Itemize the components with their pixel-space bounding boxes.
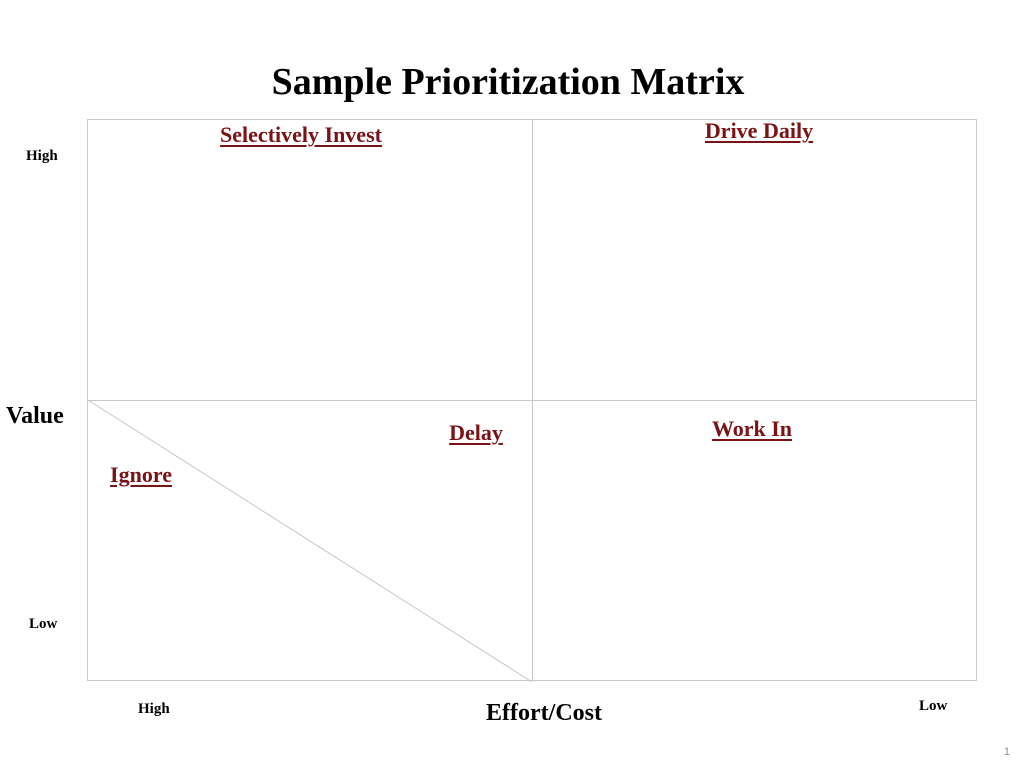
quadrant-label-ignore: Ignore [110, 462, 172, 487]
quadrant-label-selectively-invest: Selectively Invest [220, 122, 382, 147]
y-axis-title: Value [6, 403, 64, 429]
diagonal-divider [88, 399, 533, 682]
prioritization-matrix: Selectively Invest Drive Daily Delay Ign… [87, 118, 977, 682]
x-axis-low-label: Low [919, 698, 948, 714]
horizontal-divider [88, 400, 976, 401]
quadrant-label-work-in: Work In [711, 416, 793, 441]
y-axis-low-label: Low [29, 616, 58, 632]
quadrant-label-drive-daily: Drive Daily [704, 118, 814, 143]
x-axis-high-label: High [138, 701, 170, 717]
y-axis-high-label: High [26, 148, 58, 164]
x-axis-title: Effort/Cost [486, 700, 602, 726]
page-title: Sample Prioritization Matrix [271, 61, 745, 103]
page-number: 1 [1003, 746, 1010, 758]
quadrant-label-delay: Delay [449, 420, 503, 445]
